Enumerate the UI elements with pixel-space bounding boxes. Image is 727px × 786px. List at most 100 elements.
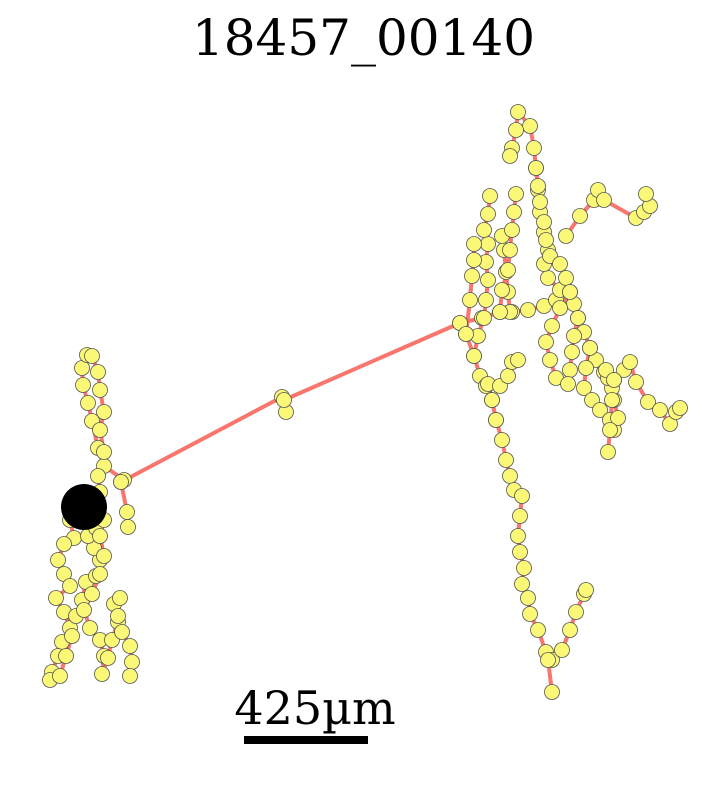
trajectory-point [482,188,498,204]
trajectory-point [510,104,526,120]
trajectory-point [75,377,91,393]
trajectory-point [122,638,138,654]
trajectory-point [540,270,556,286]
trajectory-point [572,208,588,224]
trajectory-point [520,302,536,318]
trajectory-point [508,122,524,138]
trajectory-point [480,236,496,252]
trajectory-point [536,214,552,230]
trajectory-point [532,194,548,210]
trajectory-point [562,362,578,378]
trajectory-point [628,374,644,390]
trajectory-point [506,204,522,220]
trajectory-point [638,186,654,202]
trajectory-point [92,422,108,438]
trajectory-point [512,544,528,560]
trajectory-point [640,394,656,410]
trajectory-point [120,519,136,535]
trajectory-point [596,192,612,208]
trajectory-point [542,352,558,368]
trajectory-point [276,392,292,408]
trajectory-point [606,372,622,388]
trajectory-point [602,422,618,438]
trajectory-point [538,232,554,248]
trajectory-point [498,452,514,468]
trajectory-point [552,256,568,272]
trajectory-point [466,236,482,252]
trajectory-point [604,392,620,408]
trajectory-point [84,348,100,364]
trajectory-point [528,160,544,176]
trajectory-point [568,604,584,620]
scale-bar [244,736,368,744]
trajectory-point [494,432,510,448]
trajectory-point [82,620,98,636]
trajectory-point [526,140,542,156]
start-marker-group [61,484,107,530]
trajectory-point [558,228,574,244]
trajectory-point [464,268,480,284]
trajectory-point [488,412,504,428]
trajectory-point [530,622,546,638]
trajectory-point [92,382,108,398]
trajectory-point [62,578,78,594]
trajectory-point [652,402,668,418]
trajectory-point [122,668,138,684]
trajectory-point [112,590,128,606]
trajectory-point [570,310,586,326]
trajectory-point [520,590,536,606]
trajectory-point [540,652,556,668]
trajectory-point [576,380,592,396]
trajectory-point [94,666,110,682]
chart-title: 18457_00140 [191,9,536,67]
trajectory-point [566,328,582,344]
trajectory-point [458,326,474,342]
trajectory-point [522,118,538,134]
trajectory-point [50,552,66,568]
trajectory-point [114,624,130,640]
trajectory-point [52,668,68,684]
trajectory-point [560,376,576,392]
trajectory-point [578,360,594,376]
trajectory-point [502,148,518,164]
trajectory-point [544,684,560,700]
trajectory-point [80,395,96,411]
trajectory-line [472,194,492,358]
trajectory-point [492,304,508,320]
trajectory-point [512,508,528,524]
trajectory-point [90,468,106,484]
trajectory-point [564,344,580,360]
trajectory-point [476,310,492,326]
trajectory-point [478,292,494,308]
trajectory-point [96,404,112,420]
trajectory-point [494,282,510,298]
trajectory-point [544,318,560,334]
trajectory-point [554,642,570,658]
trajectory-point [500,262,516,278]
trajectory-point [514,488,530,504]
trajectory-point [96,548,112,564]
trajectory-point [510,352,526,368]
trajectory-point [92,566,108,582]
trajectory-point [582,340,598,356]
trajectory-point [462,292,478,308]
trajectory-point [510,528,526,544]
trajectory-point [96,444,112,460]
trajectory-point [76,602,92,618]
trajectory-point [100,650,116,666]
trajectory-point [522,606,538,622]
trajectory-point [672,400,688,416]
trajectory-point [92,528,108,544]
trajectory-point [480,272,496,288]
trajectory-point [514,576,530,592]
trajectory-point [562,622,578,638]
trajectory-point [558,270,574,286]
trajectory-point [480,206,496,222]
trajectory-point [466,348,482,364]
trajectory-point [500,368,516,384]
trajectory-point [113,474,129,490]
trajectory-point [592,402,608,418]
trajectory-point [466,252,482,268]
trajectory-point [578,582,594,598]
trajectory-point [502,242,518,258]
